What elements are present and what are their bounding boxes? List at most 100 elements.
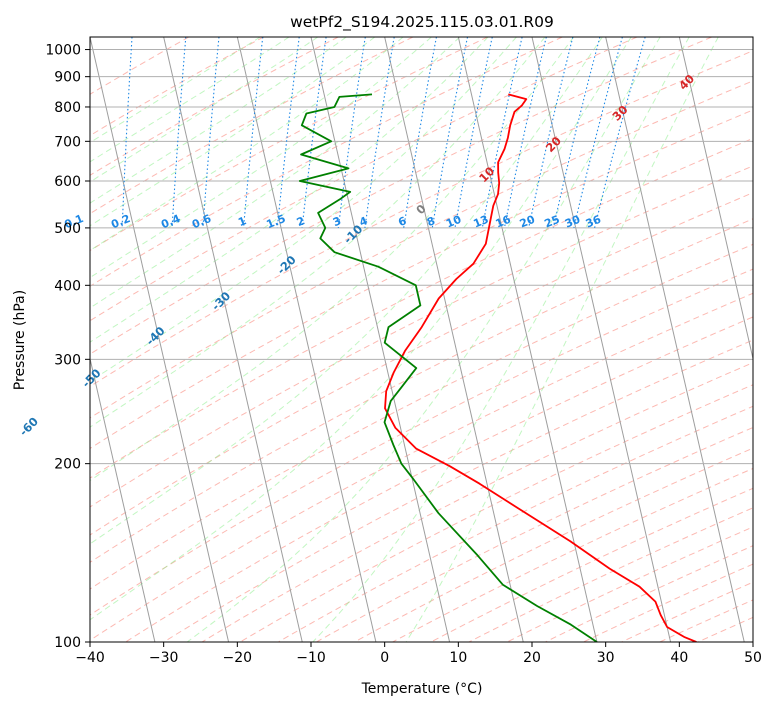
dry-adiabat-line bbox=[90, 192, 753, 536]
dry-adiabat-line bbox=[583, 563, 753, 642]
y-tick-label: 1000 bbox=[45, 43, 81, 59]
mixing-ratio-line bbox=[431, 37, 469, 228]
dry-adiabat-line bbox=[90, 37, 712, 355]
y-tick-label: 700 bbox=[54, 134, 81, 150]
mixing-ratio-label: 3 bbox=[331, 214, 343, 229]
isotherm-line bbox=[531, 37, 672, 642]
isotherm-line bbox=[752, 37, 753, 40]
dry-adiabat-line bbox=[90, 165, 753, 508]
x-tick-label: 0 bbox=[380, 650, 389, 666]
moist-adiabat-line bbox=[90, 37, 376, 227]
dry-adiabat-line bbox=[239, 384, 753, 642]
isotherm-line bbox=[163, 37, 303, 642]
isotherm-line bbox=[384, 37, 524, 642]
moist-adiabat-line bbox=[90, 37, 632, 621]
moist-adiabat-line bbox=[90, 37, 461, 309]
sounding-traces bbox=[298, 93, 697, 642]
x-tick-label: −40 bbox=[75, 650, 105, 666]
dry-adiabat-line bbox=[90, 268, 753, 616]
mixing-ratio-line bbox=[403, 37, 437, 228]
x-tick-label: 20 bbox=[523, 650, 541, 666]
dry-adiabat-line bbox=[90, 218, 753, 563]
x-tick-label: −30 bbox=[149, 650, 179, 666]
dry-adiabat-line bbox=[125, 316, 753, 642]
x-tick-label: 10 bbox=[449, 650, 467, 666]
isotherm-label: 0 bbox=[413, 202, 429, 218]
mixing-ratio-label: 13 bbox=[471, 213, 490, 231]
mixing-ratio-label: 1 bbox=[236, 214, 248, 229]
isotherm-line bbox=[457, 37, 598, 642]
isotherm-label: 20 bbox=[543, 134, 564, 155]
dry-adiabat-line bbox=[545, 545, 753, 642]
mixing-ratio-line bbox=[364, 37, 395, 228]
moist-adiabat-line bbox=[90, 37, 546, 428]
x-tick-label: 50 bbox=[744, 650, 762, 666]
mixing-ratio-label: 8 bbox=[425, 214, 437, 229]
chart-title: wetPf2_S194.2025.115.03.01.R09 bbox=[290, 13, 554, 32]
moist-adiabat-line bbox=[90, 37, 404, 252]
isotherm-line bbox=[236, 37, 377, 642]
mixing-ratio-lines bbox=[75, 37, 646, 229]
mixing-ratio-label: 0.2 bbox=[109, 212, 132, 231]
moist-adiabat-line bbox=[90, 37, 347, 204]
dry-adiabat-line bbox=[392, 467, 753, 642]
y-axis-label: Pressure (hPa) bbox=[12, 290, 28, 390]
temperature-line bbox=[384, 93, 697, 642]
isotherm-label: -30 bbox=[209, 289, 234, 314]
mixing-ratio-label: 20 bbox=[518, 213, 537, 231]
mixing-ratio-line bbox=[202, 37, 220, 228]
y-tick-label: 900 bbox=[54, 70, 81, 86]
isotherm-label: 30 bbox=[609, 102, 630, 123]
isotherm-label: -50 bbox=[79, 366, 104, 391]
moist-adiabat-line bbox=[90, 37, 489, 343]
x-tick-label: −10 bbox=[296, 650, 326, 666]
pressure-grid bbox=[90, 49, 753, 642]
mixing-ratio-label: 0.4 bbox=[159, 212, 182, 231]
mixing-ratio-line bbox=[301, 37, 327, 228]
dry-adiabat-line bbox=[90, 80, 753, 419]
x-tick-label: −20 bbox=[223, 650, 253, 666]
plot-frame bbox=[89, 36, 754, 643]
mixing-ratio-label: 30 bbox=[563, 213, 582, 231]
mixing-ratio-label: 36 bbox=[584, 213, 603, 231]
mixing-ratio-line bbox=[276, 37, 300, 228]
dry-adiabat-line bbox=[90, 50, 753, 388]
dry-adiabat-line bbox=[163, 339, 753, 642]
mixing-ratio-line bbox=[337, 37, 366, 228]
moist-adiabat-line bbox=[90, 37, 603, 545]
moist-adiabat-line bbox=[90, 37, 432, 279]
dry-adiabat-line bbox=[90, 137, 753, 479]
mixing-ratio-line bbox=[573, 37, 623, 229]
isotherm-lines bbox=[90, 37, 753, 642]
x-tick-label: 40 bbox=[670, 650, 688, 666]
plot-area: -100-90-80-70-60-50-40-30-20-10010203040… bbox=[16, 37, 753, 642]
y-tick-label: 500 bbox=[54, 221, 81, 237]
mixing-ratio-label: 25 bbox=[543, 213, 562, 231]
dry-adiabat-line bbox=[201, 362, 753, 642]
dry-adiabat-line bbox=[90, 37, 488, 252]
isotherm-label: -60 bbox=[16, 414, 41, 439]
mixing-ratio-line bbox=[454, 37, 493, 228]
dry-adiabat-line bbox=[354, 447, 753, 642]
mixing-ratio-line bbox=[594, 37, 646, 229]
moist-adiabat-line bbox=[405, 37, 719, 642]
mixing-ratio-line bbox=[171, 37, 187, 228]
mixing-ratio-label: 2 bbox=[295, 214, 307, 229]
isotherm-line bbox=[90, 356, 156, 642]
x-tick-label: 30 bbox=[597, 650, 615, 666]
y-tick-label: 100 bbox=[54, 635, 81, 651]
mixing-ratio-line bbox=[528, 37, 574, 229]
isotherm-line bbox=[310, 37, 451, 642]
x-axis-ticks: −40 −30 −20 −10 0 10 20 30 40 50 bbox=[75, 642, 762, 666]
moist-adiabat-line bbox=[90, 37, 574, 482]
dry-adiabat-line bbox=[659, 599, 753, 642]
dry-adiabat-line bbox=[506, 526, 753, 642]
mixing-ratio-line bbox=[503, 37, 547, 229]
mixing-ratio-label: 10 bbox=[444, 213, 463, 231]
mixing-ratio-label: 16 bbox=[494, 213, 513, 231]
dewpoint-line bbox=[298, 93, 598, 642]
isotherm-line bbox=[605, 37, 745, 642]
dry-adiabat-line bbox=[90, 37, 339, 176]
mixing-ratio-line bbox=[75, 37, 82, 228]
isotherm-line bbox=[678, 37, 753, 361]
